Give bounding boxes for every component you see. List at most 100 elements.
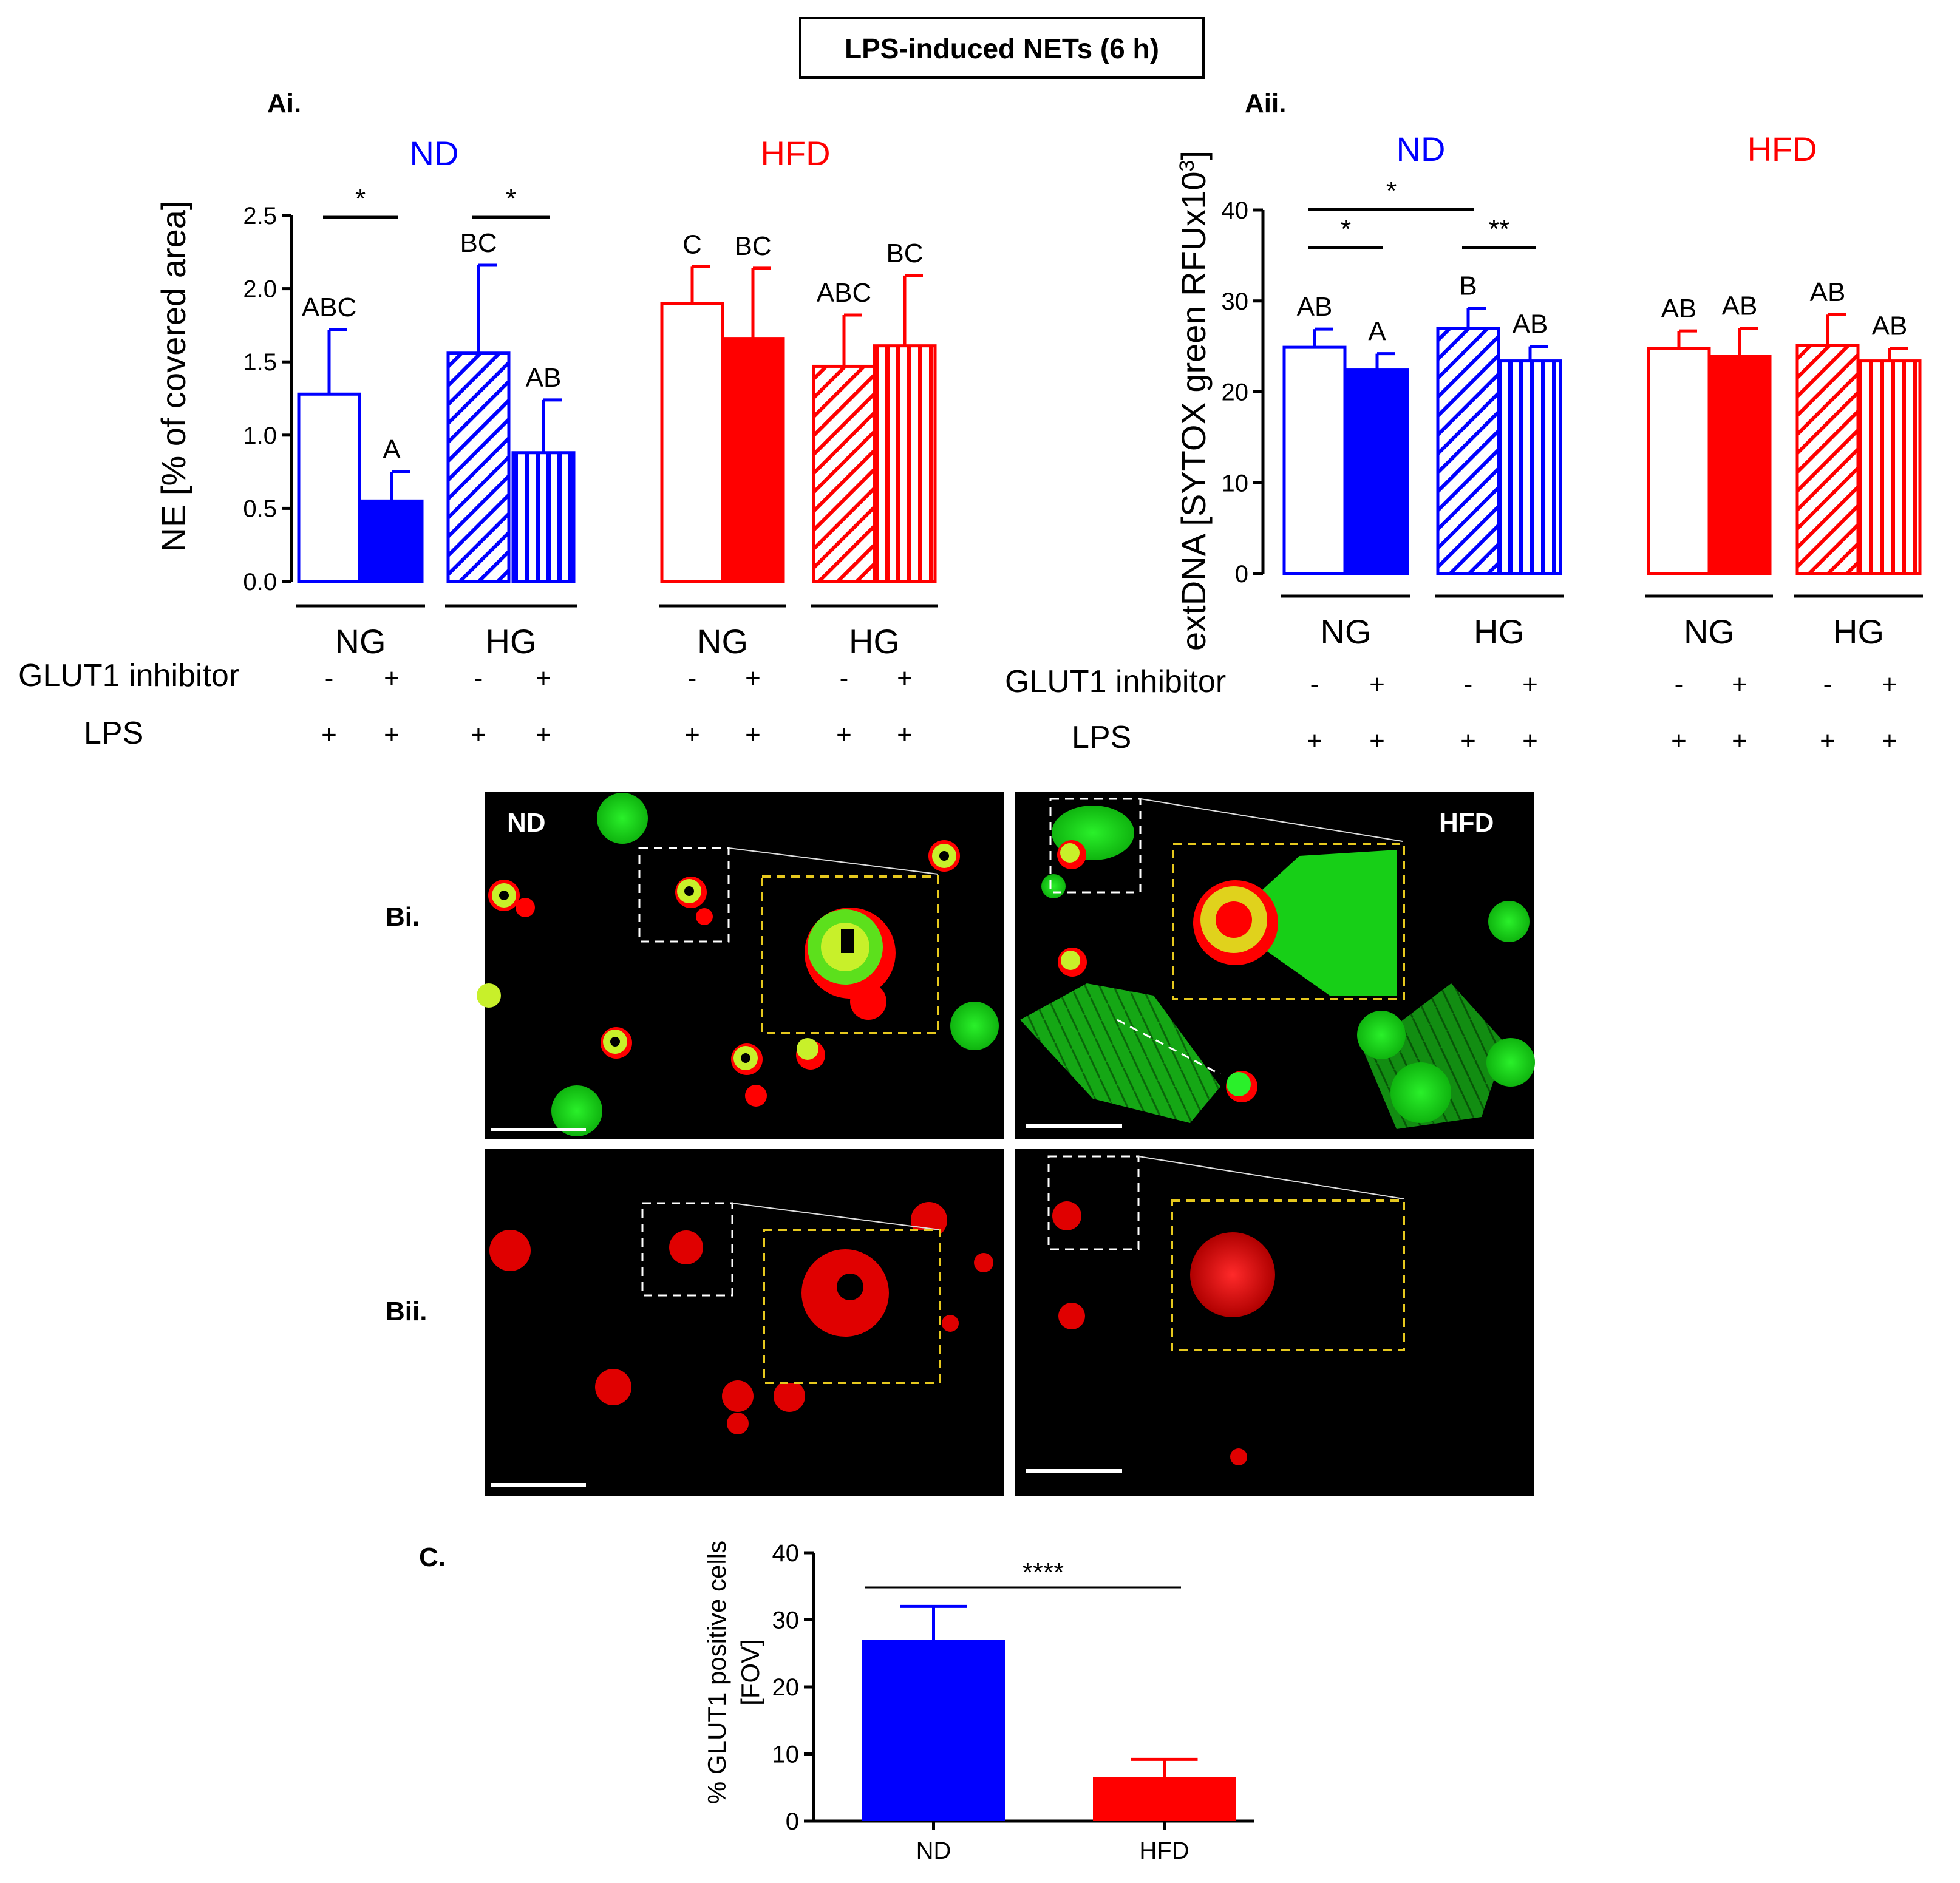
y-tick-label: 0.0 [243,569,277,595]
y-tick-label: 40 [772,1540,800,1567]
glut1-sign: + [1522,670,1538,699]
bar [359,499,424,583]
significance-letter: B [1459,271,1477,301]
glut1-sign: - [325,663,334,693]
bar [660,302,724,583]
x-tick-label: HFD [1139,1837,1189,1864]
ylabel-aii: extDNA [SYTOX green RFUx103] [1174,151,1213,651]
chart-c: 0 10 20 30 40 ND HFD **** [772,1540,1254,1864]
bar [873,344,937,583]
glut1-sign: - [1675,670,1684,699]
glut1-sign: + [897,663,913,693]
panel-label-bi: Bi. [386,902,420,932]
lps-sign: + [1369,726,1385,756]
bar [1857,359,1922,575]
bar [812,364,876,583]
significance-letter: AB [1297,292,1333,322]
lps-sign: + [745,720,761,750]
significance-letter: AB [1810,277,1846,307]
glut1-sign: + [1369,670,1385,699]
micrograph-bii-nd [485,1149,1004,1496]
lps-sign: + [321,720,337,750]
lps-sign: + [384,720,400,750]
group-label: HG [1833,612,1884,651]
group-label: NG [1684,612,1735,651]
glut1-sign: - [688,663,697,693]
significance-letter: AB [1661,294,1697,324]
image-label-hfd-top: HFD [1439,808,1494,838]
lps-sign: + [1820,726,1836,756]
y-tick-label: 2.0 [243,276,277,303]
label-nd-ai: ND [410,134,459,172]
glut1-sign: + [1732,670,1747,699]
bar [1093,1777,1236,1821]
ylabel-c-line1: % GLUT1 positive cells [703,1541,731,1804]
panel-label-c: C. [419,1542,446,1572]
glut1-sign: - [474,663,483,693]
title-box [799,17,1205,79]
glut1-sign: + [1882,670,1897,699]
lps-sign: + [897,720,913,750]
bar [1436,327,1500,575]
row-label-lps-ai: LPS [84,716,143,751]
ylabel-c-line2: [FOV] [736,1639,764,1706]
label-nd-aii: ND [1397,130,1446,168]
bar [297,392,361,583]
bar [511,451,576,583]
significance-letter: C [682,229,702,259]
lps-sign: + [1732,726,1747,756]
bar [446,351,511,583]
significance-letter: BC [460,228,497,258]
glut1-sign: + [384,663,400,693]
figure-title: LPS-induced NETs (6 h) [845,33,1159,64]
y-tick-label: 10 [1222,470,1249,497]
significance-letter: BC [886,239,923,268]
glut1-sign: + [745,663,761,693]
group-label: HG [486,622,537,660]
glut1-sign: - [840,663,849,693]
y-tick-label: 0 [786,1808,799,1835]
lps-sign: + [836,720,852,750]
significance-stars: * [506,184,516,214]
y-tick-label: 30 [772,1607,800,1634]
micrograph-bi-hfd: HFD [1015,792,1535,1139]
significance-letter: A [1368,317,1386,347]
significance-letter: AB [526,363,562,393]
y-tick-label: 20 [1222,379,1249,406]
significance-stars: * [1386,176,1397,206]
group-label: NG [697,622,748,660]
bar [721,337,785,583]
y-tick-label: 1.5 [243,349,277,376]
panel-label-ai: Ai. [267,89,301,118]
lps-sign: + [471,720,486,750]
x-tick-label: ND [916,1837,951,1864]
y-tick-label: 1.0 [243,422,277,449]
group-label: NG [1321,612,1372,651]
bar [1795,344,1860,575]
row-label-glut1-ai: GLUT1 inhibitor [18,658,239,693]
y-tick-label: 20 [772,1674,800,1701]
lps-sign: + [1882,726,1897,756]
lps-sign: + [1522,726,1538,756]
group-label: HG [1474,612,1525,651]
label-hfd-aii: HFD [1747,130,1817,168]
lps-sign: + [1307,726,1322,756]
significance-letter: A [383,435,401,464]
bar [1707,355,1772,575]
bar [862,1640,1005,1821]
significance-letter: ABC [817,278,871,308]
panel-label-aii: Aii. [1245,89,1286,118]
lps-sign: + [684,720,700,750]
chart-aii: 0 10 20 30 40 AB - + A + + B - + AB + + AB - + AB + + AB - + AB + + N… [1222,176,1923,756]
y-tick-label: 40 [1222,197,1249,224]
y-tick-label: 30 [1222,288,1249,315]
bar [1498,359,1562,575]
y-tick-label: 0.5 [243,495,277,522]
panel-label-bii: Bii. [386,1297,427,1326]
lps-sign: + [536,720,551,750]
significance-stars: * [355,184,366,214]
glut1-sign: + [536,663,551,693]
group-label: NG [335,622,386,660]
row-label-lps-aii: LPS [1072,720,1131,755]
